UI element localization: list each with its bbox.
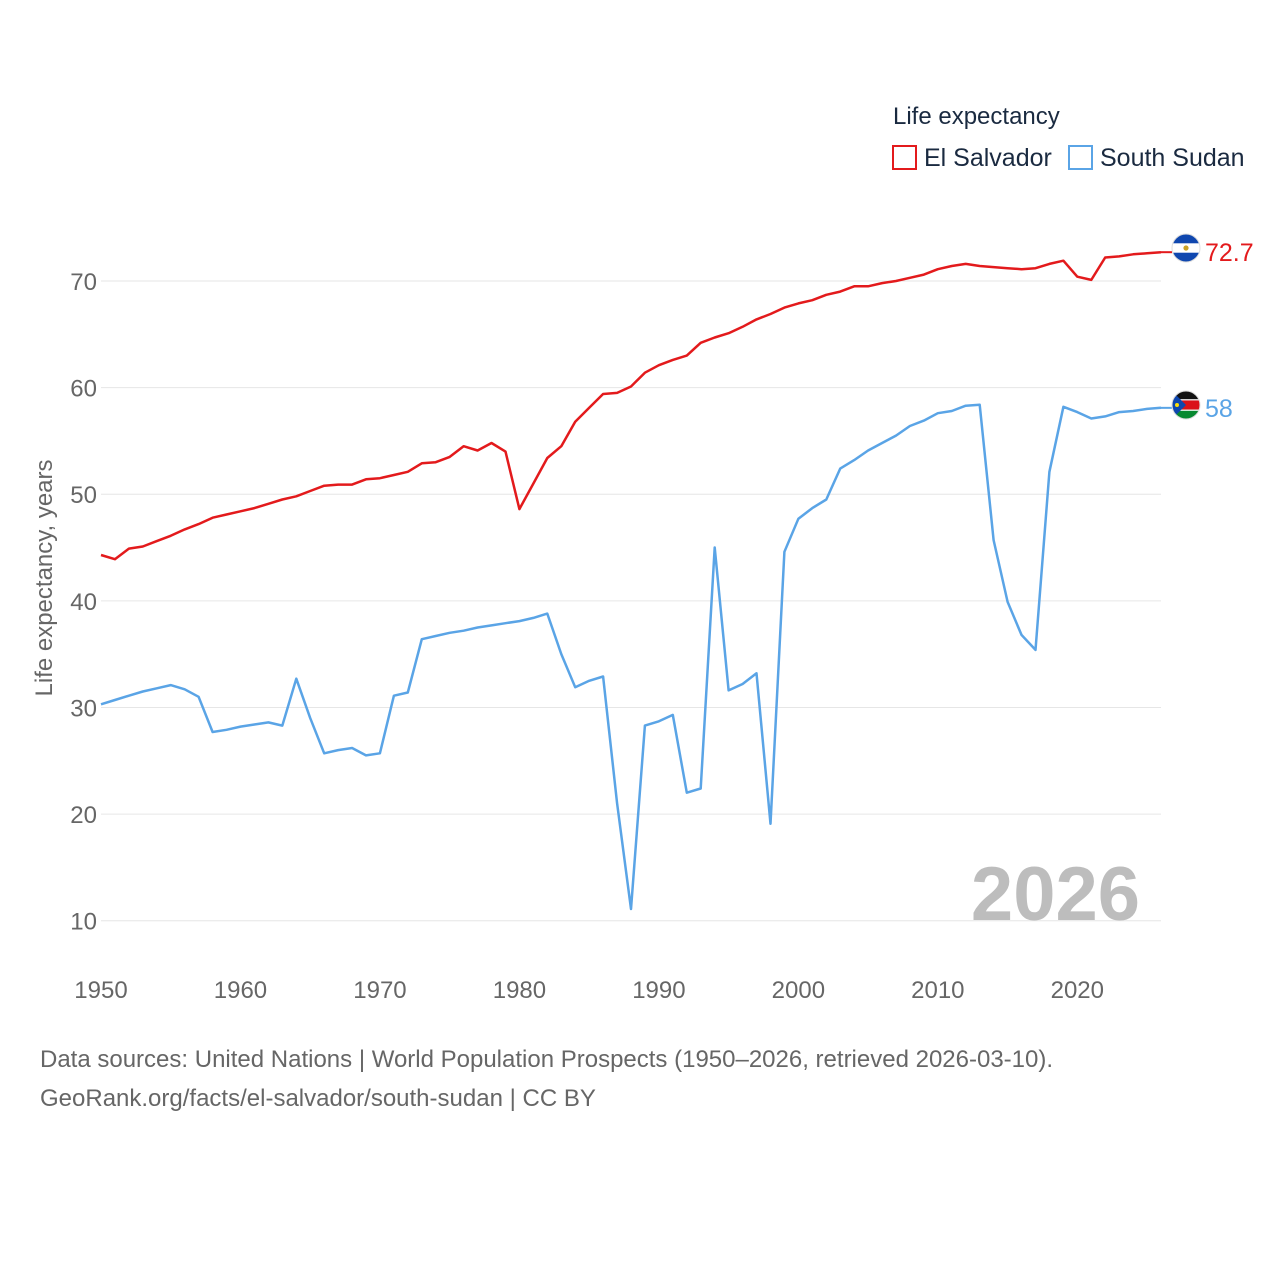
y-axis-tick-labels: 10 20 30 40 50 60 70	[70, 269, 97, 936]
legend-label-south-sudan: South Sudan	[1100, 144, 1245, 172]
end-label-el-salvador: 72.7	[1205, 239, 1254, 267]
year-watermark: 2026	[971, 852, 1140, 937]
series-line-el-salvador	[100, 250, 1162, 561]
y-tick-label-70: 70	[70, 269, 97, 296]
series-lines	[100, 250, 1162, 911]
x-tick-label-1950: 1950	[74, 977, 127, 1004]
source-line-2[interactable]: GeoRank.org/facts/el-salvador/south-suda…	[40, 1085, 596, 1112]
source-line-1: Data sources: United Nations | World Pop…	[40, 1046, 1054, 1073]
y-tick-label-50: 50	[70, 482, 97, 509]
y-axis-label: Life expectancy, years	[31, 459, 58, 696]
legend-swatch-el-salvador	[892, 145, 917, 170]
legend: Life expectancy El Salvador South Sudan	[892, 103, 1245, 172]
x-tick-label-1980: 1980	[493, 977, 546, 1004]
x-tick-label-2000: 2000	[772, 977, 825, 1004]
end-label-south-sudan: 58	[1205, 395, 1233, 423]
el-salvador-flag-icon	[1171, 233, 1201, 263]
x-tick-label-1990: 1990	[632, 977, 685, 1004]
y-tick-label-10: 10	[70, 909, 97, 936]
x-axis-tick-labels: 1950 1960 1970 1980 1990 2000 2010 2020	[74, 977, 1104, 1004]
y-tick-label-30: 30	[70, 695, 97, 722]
x-tick-label-1960: 1960	[214, 977, 267, 1004]
x-tick-label-2020: 2020	[1051, 977, 1104, 1004]
legend-label-el-salvador: El Salvador	[924, 144, 1052, 172]
grid-lines	[101, 280, 1161, 922]
x-tick-label-2010: 2010	[911, 977, 964, 1004]
y-tick-label-60: 60	[70, 376, 97, 403]
series-end-labels: 72.7 58	[1161, 239, 1254, 423]
south-sudan-flag-icon	[1171, 390, 1201, 420]
y-tick-label-40: 40	[70, 589, 97, 616]
legend-title: Life expectancy	[893, 103, 1060, 130]
series-line-south-sudan	[100, 403, 1162, 911]
x-tick-label-1970: 1970	[353, 977, 406, 1004]
legend-swatch-south-sudan	[1068, 145, 1093, 170]
y-tick-label-20: 20	[70, 802, 97, 829]
